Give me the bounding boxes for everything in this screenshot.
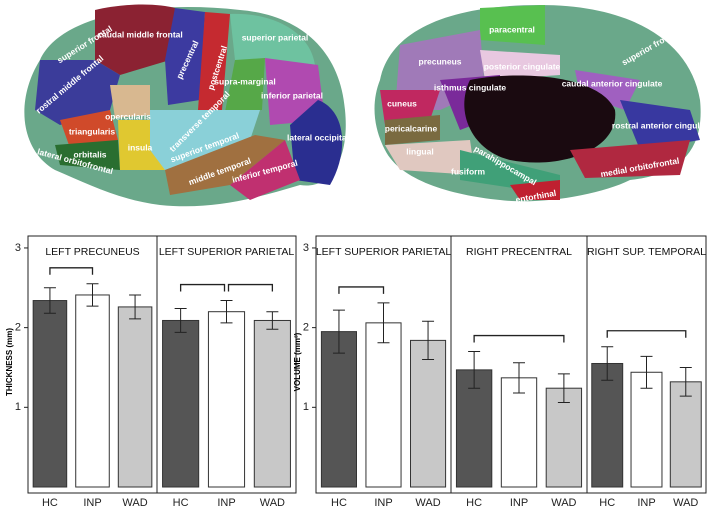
error-bar bbox=[220, 300, 233, 324]
significance-bracket bbox=[179, 283, 226, 292]
significance-bracket bbox=[338, 286, 385, 294]
error-bar bbox=[640, 355, 653, 389]
bar bbox=[75, 294, 110, 488]
y-tick-label: 1 bbox=[15, 401, 21, 413]
y-tick-label: 3 bbox=[303, 242, 309, 254]
region-label: isthmus cingulate bbox=[434, 82, 507, 92]
region-label: caudal anterior cingulate bbox=[562, 78, 663, 88]
x-tick-label: HC bbox=[331, 497, 347, 509]
panel-title: RIGHT PRECENTRAL bbox=[466, 246, 572, 258]
panel-title: LEFT SUPERIOR PARIETAL bbox=[316, 246, 452, 258]
panel-title: LEFT PRECUNEUS bbox=[45, 246, 139, 258]
bar bbox=[365, 322, 402, 488]
bar bbox=[207, 311, 246, 488]
error-bar bbox=[422, 320, 435, 361]
panel-frame bbox=[156, 235, 297, 494]
error-bar bbox=[513, 362, 525, 394]
error-bar bbox=[377, 302, 390, 344]
region-label: fusiform bbox=[451, 166, 485, 176]
error-bar bbox=[43, 287, 56, 314]
x-tick-label: HC bbox=[173, 497, 189, 509]
panel-frame bbox=[586, 235, 707, 494]
region-label: rostral anterior cingulate bbox=[612, 120, 709, 130]
x-tick-label: WAD bbox=[122, 497, 147, 509]
y-tick-label: 2 bbox=[303, 322, 309, 334]
error-bar bbox=[557, 373, 570, 404]
panel-title: RIGHT SUP. TEMPORAL bbox=[587, 246, 706, 258]
region-label: paracentral bbox=[489, 24, 535, 34]
significance-bracket bbox=[49, 267, 94, 275]
error-bar bbox=[679, 366, 692, 397]
error-bar bbox=[174, 308, 187, 333]
bar bbox=[117, 306, 153, 488]
significance-bracket bbox=[227, 283, 274, 292]
error-bar bbox=[266, 311, 279, 330]
y-axis-label: THICKNESS (mm) bbox=[5, 328, 14, 396]
bar bbox=[669, 381, 702, 488]
region-label: insula bbox=[128, 142, 153, 152]
bar bbox=[500, 377, 538, 488]
significance-bracket bbox=[473, 334, 565, 343]
region-label: superior parietal bbox=[242, 32, 309, 42]
bar bbox=[320, 331, 357, 488]
x-tick-label: INP bbox=[83, 497, 101, 509]
y-axis-label: VOLUME (mm³) bbox=[293, 332, 302, 391]
bar bbox=[630, 371, 663, 488]
region-label: supra-marginal bbox=[214, 76, 275, 86]
region-label: caudal middle frontal bbox=[97, 29, 183, 39]
bar bbox=[591, 362, 624, 488]
x-tick-label: INP bbox=[217, 497, 235, 509]
x-tick-label: HC bbox=[42, 497, 58, 509]
x-tick-label: WAD bbox=[551, 497, 576, 509]
error-bar bbox=[86, 283, 99, 307]
region-label: cuneus bbox=[387, 98, 417, 108]
region-label: opercularis bbox=[105, 111, 151, 121]
region-label: posterior cingulate bbox=[484, 61, 561, 71]
x-tick-label: HC bbox=[466, 497, 482, 509]
medial-brain bbox=[374, 5, 701, 202]
error-bar bbox=[601, 346, 614, 381]
x-tick-label: WAD bbox=[673, 497, 698, 509]
region-label: inferior parietal bbox=[261, 90, 323, 100]
y-tick-label: 2 bbox=[15, 322, 21, 334]
bar bbox=[545, 387, 583, 488]
region-label: pericalcarine bbox=[385, 123, 438, 133]
x-tick-label: INP bbox=[374, 497, 392, 509]
significance-bracket bbox=[606, 330, 687, 338]
bar bbox=[162, 319, 200, 488]
bar bbox=[253, 319, 291, 488]
error-bar bbox=[468, 351, 481, 389]
bar bbox=[410, 339, 447, 488]
error-bar bbox=[129, 294, 142, 320]
panel-title: LEFT SUPERIOR PARIETAL bbox=[159, 246, 295, 258]
y-tick-label: 1 bbox=[303, 401, 309, 413]
x-tick-label: HC bbox=[599, 497, 615, 509]
lateral-brain bbox=[24, 4, 346, 207]
x-tick-label: WAD bbox=[260, 497, 285, 509]
region-label: precuneus bbox=[419, 56, 462, 66]
region-label: lateral occipital bbox=[287, 132, 349, 142]
x-tick-label: INP bbox=[637, 497, 655, 509]
region-label: triangularis bbox=[69, 126, 116, 136]
region-label: orbitalis bbox=[73, 149, 106, 159]
x-tick-label: WAD bbox=[415, 497, 440, 509]
bar bbox=[455, 369, 493, 488]
x-tick-label: INP bbox=[510, 497, 528, 509]
bar bbox=[32, 300, 68, 488]
error-bar bbox=[332, 309, 345, 354]
region-label: lingual bbox=[406, 146, 433, 156]
y-tick-label: 3 bbox=[15, 242, 21, 254]
